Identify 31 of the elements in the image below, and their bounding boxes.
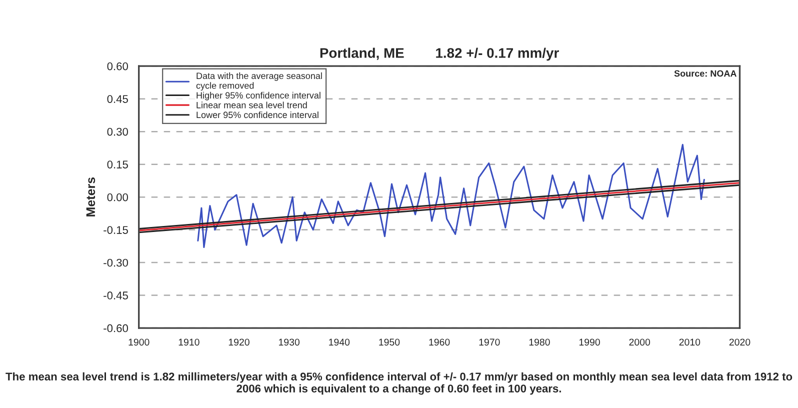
x-tick-label: 1970 (479, 338, 500, 346)
y-axis-title: Meters (86, 177, 96, 216)
legend-label: Higher 95% confidence interval (196, 92, 320, 100)
x-tick-label: 1900 (128, 338, 150, 346)
y-tick-label: -0.30 (104, 258, 128, 267)
x-tick-label: 1940 (329, 338, 350, 346)
x-tick-label: 1920 (228, 338, 250, 346)
x-tick-label: 2020 (729, 338, 750, 346)
x-tick-label: 1910 (178, 338, 200, 346)
legend-label: Linear mean sea level trend (196, 102, 307, 108)
y-tick-label: 0.30 (107, 128, 128, 136)
text: The mean sea level trend is 1.82 millimeters/year with a 95% confidence interval of +/- 0.17 mm/yr based on monthly mean sea level data from 1912 to 2006 which is equivalent to a change of 0.60 feet in 100 years. (6, 372, 792, 395)
chart-title: Portland, ME 1.82 +/- 0.17 mm/yr (320, 48, 559, 61)
y-tick-label: 0.45 (107, 95, 128, 103)
y-tick-label: -0.45 (104, 292, 128, 300)
y-tick-label: 0.15 (107, 160, 128, 168)
x-tick-label: 1960 (429, 338, 450, 346)
y-tick-label: -0.15 (104, 226, 128, 234)
x-tick-label: 2000 (629, 338, 650, 346)
annotation: Source: NOAA (674, 70, 737, 77)
line-series (197, 144, 705, 248)
x-tick-label: 1930 (279, 338, 300, 346)
y-tick-label: 0.60 (107, 62, 128, 70)
y-tick-label: 0.00 (107, 193, 128, 202)
y-tick-label: -0.60 (104, 324, 128, 332)
x-tick-label: 1980 (529, 338, 550, 346)
x-tick-label: 1990 (579, 338, 600, 346)
x-tick-label: 1950 (379, 338, 400, 346)
x-tick-label: 2010 (679, 338, 700, 346)
legend-label: Data with the average seasonal cycle removed (196, 72, 322, 91)
legend-label: Lower 95% confidence interval (196, 111, 318, 118)
